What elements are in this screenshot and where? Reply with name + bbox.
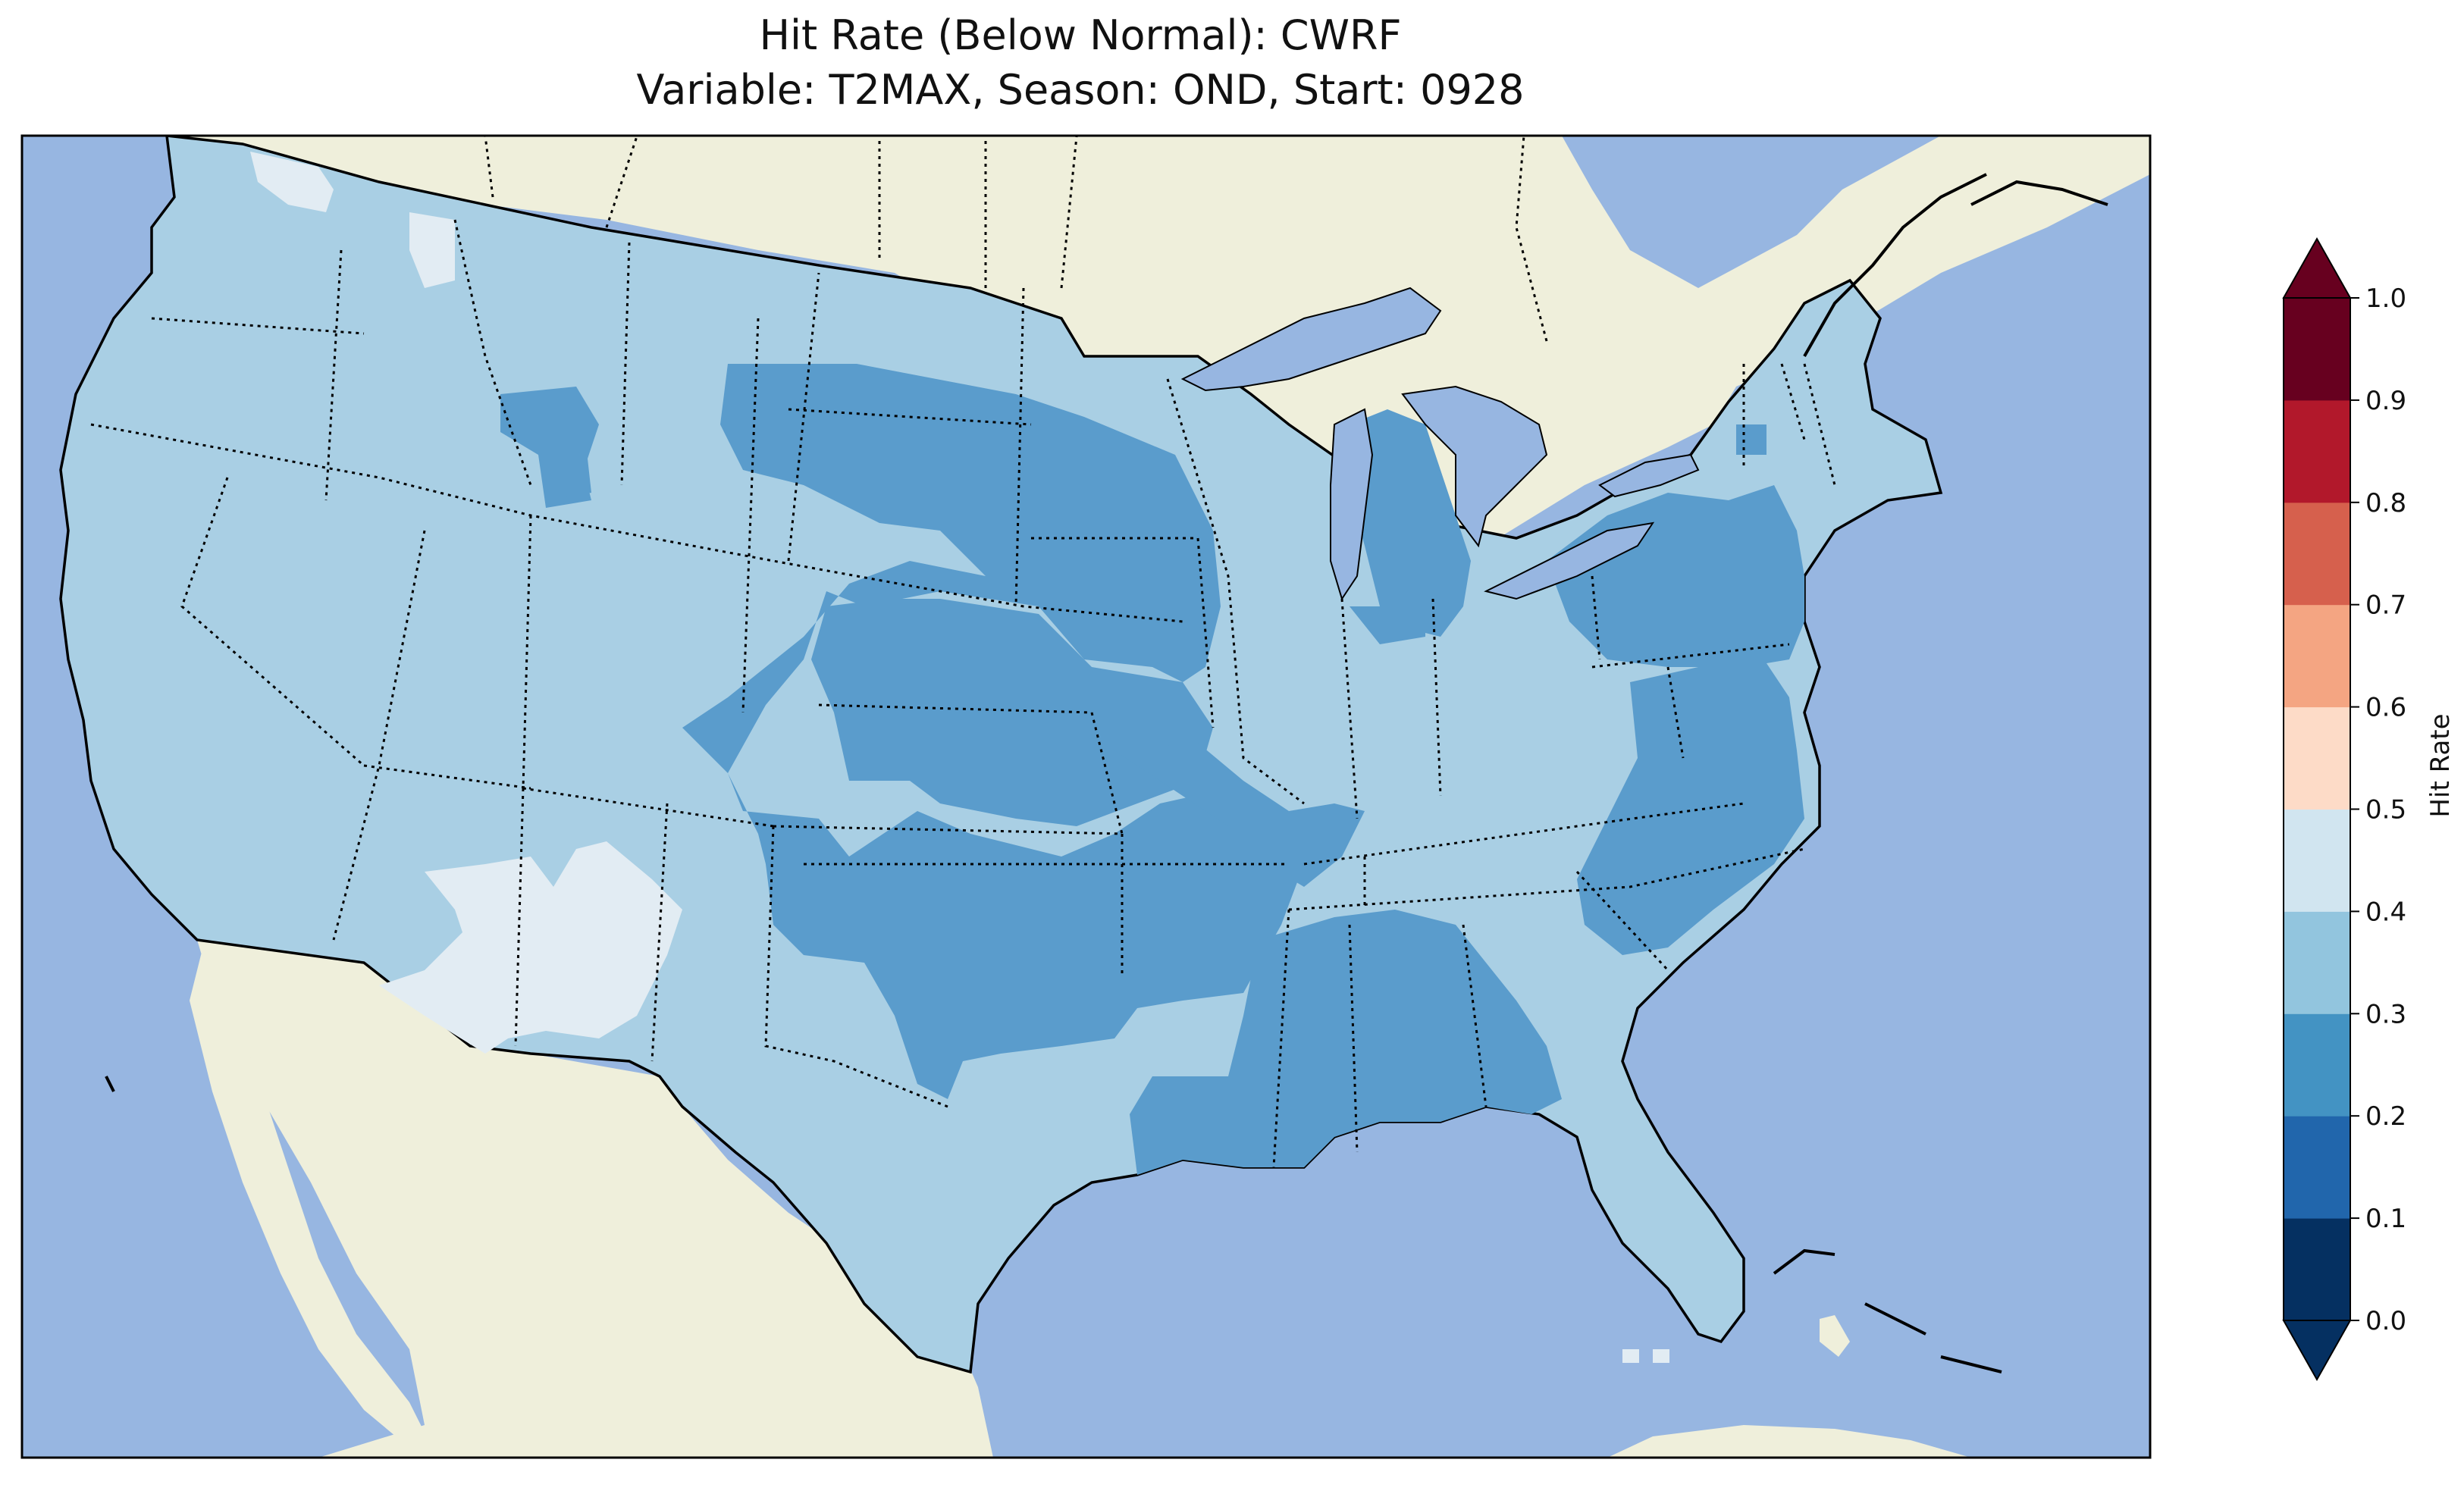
map-title: Hit Rate (Below Normal): CWRF: [759, 11, 1402, 59]
bahamas-island: [1820, 1315, 1850, 1357]
baja-peninsula: [190, 940, 428, 1448]
patch-washington: [250, 152, 334, 212]
cuba-land: [1607, 1425, 1971, 1458]
lake-michigan: [1330, 408, 1374, 601]
lake-ontario: [1598, 453, 1700, 498]
patch-arizona: [379, 841, 682, 1054]
lake-erie: [1484, 521, 1655, 600]
lake-huron: [1401, 385, 1548, 548]
patch-idaho: [546, 424, 591, 500]
lake-superior: [1180, 287, 1442, 392]
patch-missouri: [1114, 743, 1365, 887]
patch-new-england: [1736, 424, 1766, 455]
state-borders: [90, 136, 1836, 1168]
patch-indiana: [1350, 606, 1425, 644]
patch-nebraska-kansas: [811, 599, 1213, 826]
map-frame: [20, 134, 2152, 1459]
map-subtitle: Variable: T2MAX, Season: OND, Start: 092…: [636, 66, 1525, 114]
patch-florida-keys: [1622, 1349, 1639, 1363]
coastlines: [105, 173, 2108, 1373]
great-lakes: [1180, 287, 1700, 601]
mexico-land: [22, 940, 993, 1458]
patch-michigan: [1350, 409, 1471, 637]
patch-virginia-nc: [1577, 652, 1804, 955]
patch-montana-nw: [409, 212, 455, 288]
patch-south: [1130, 910, 1562, 1175]
patch-florida-keys-2: [1653, 1349, 1669, 1363]
patch-plains: [682, 364, 1304, 1099]
hit-rate-0.4-0.5-patches: [250, 152, 1669, 1363]
hit-rate-0.2-0.3-patches: [500, 364, 1804, 1175]
